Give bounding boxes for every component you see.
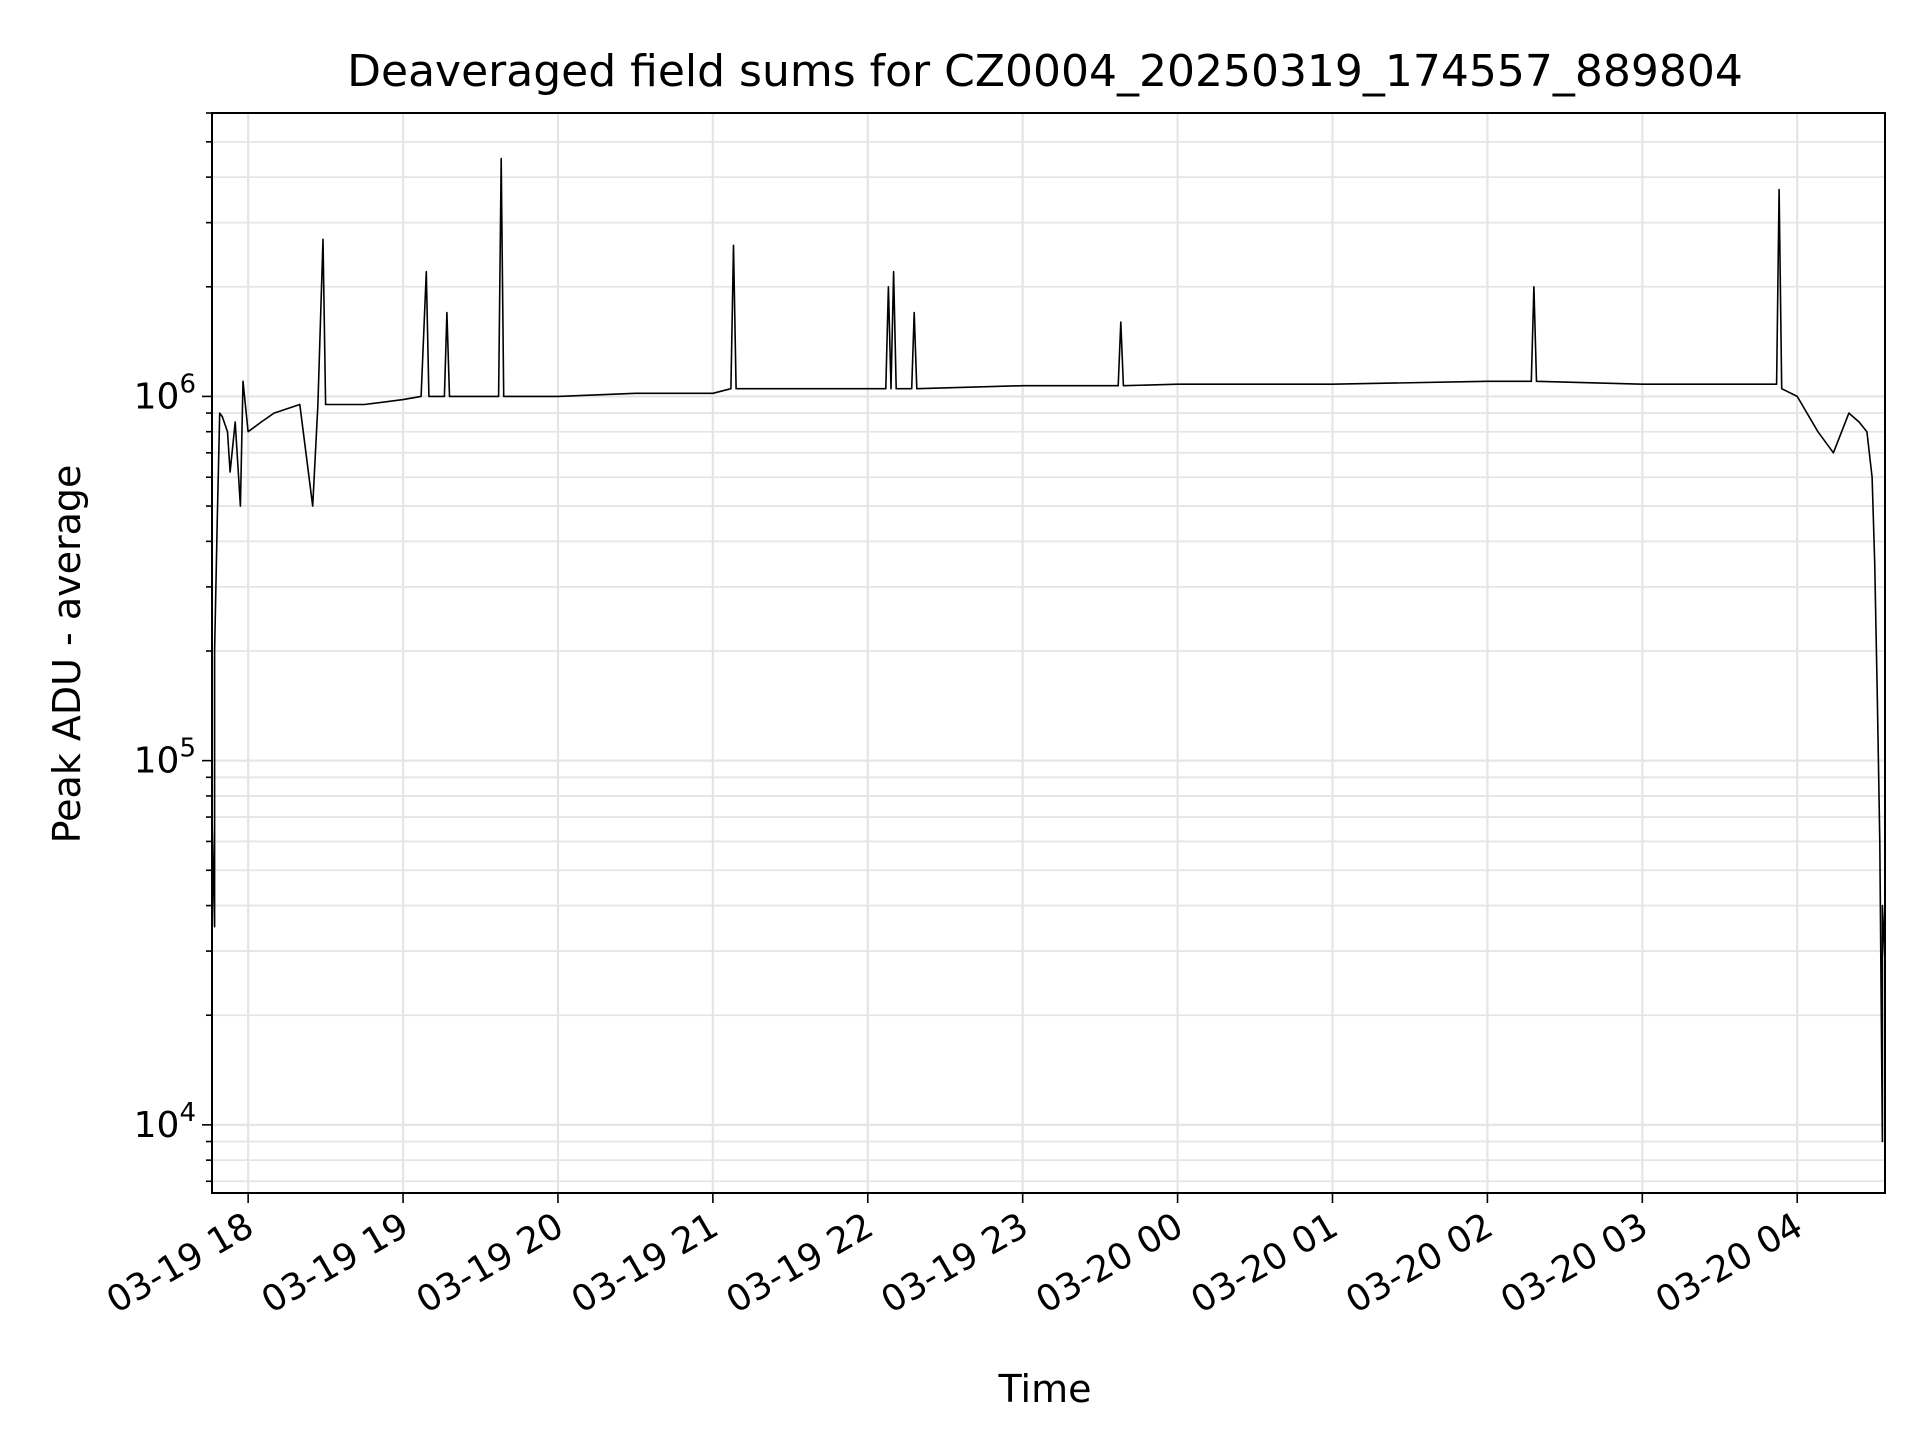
- grid-layer: [212, 112, 1885, 1193]
- y-tick-label: 105: [134, 734, 196, 782]
- y-tick-label: 106: [134, 369, 196, 417]
- chart-title: Deaveraged field sums for CZ0004_2025031…: [347, 46, 1743, 97]
- line-layer: [211, 157, 1886, 1143]
- plot-frame: [211, 112, 1886, 1194]
- y-axis-label: Peak ADU - average: [45, 465, 89, 844]
- data-series-line: [211, 157, 1886, 1143]
- y-tick-label: 104: [134, 1098, 196, 1146]
- x-axis-label: Time: [998, 1367, 1092, 1411]
